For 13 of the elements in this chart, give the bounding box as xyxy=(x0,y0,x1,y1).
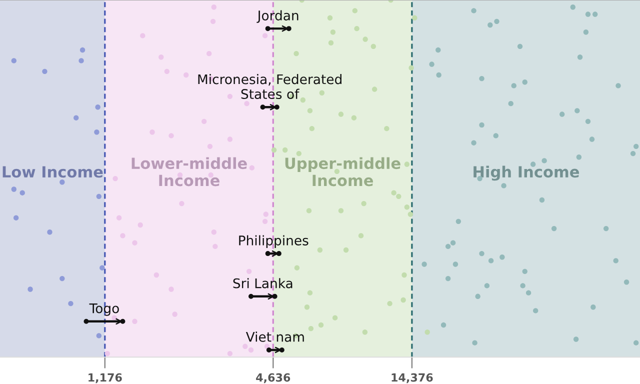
x-tick-label: 14,376 xyxy=(392,373,433,384)
band-label: Upper-middle Income xyxy=(285,157,400,186)
series-label: Viet nam xyxy=(246,332,304,342)
series-label: Micronesia, Federated States of xyxy=(198,74,342,100)
x-tick-label: 1,176 xyxy=(88,373,122,384)
x-tick-label: 4,636 xyxy=(256,373,290,384)
band-label: High Income xyxy=(474,166,580,181)
band-label: Lower-middle Income xyxy=(132,157,247,186)
series-label: Jordan xyxy=(256,10,298,23)
series-label: Togo xyxy=(89,303,119,316)
series-label: Philippines xyxy=(239,235,308,248)
band-label: Low Income xyxy=(2,166,103,178)
series-label: Sri Lanka xyxy=(233,278,292,288)
